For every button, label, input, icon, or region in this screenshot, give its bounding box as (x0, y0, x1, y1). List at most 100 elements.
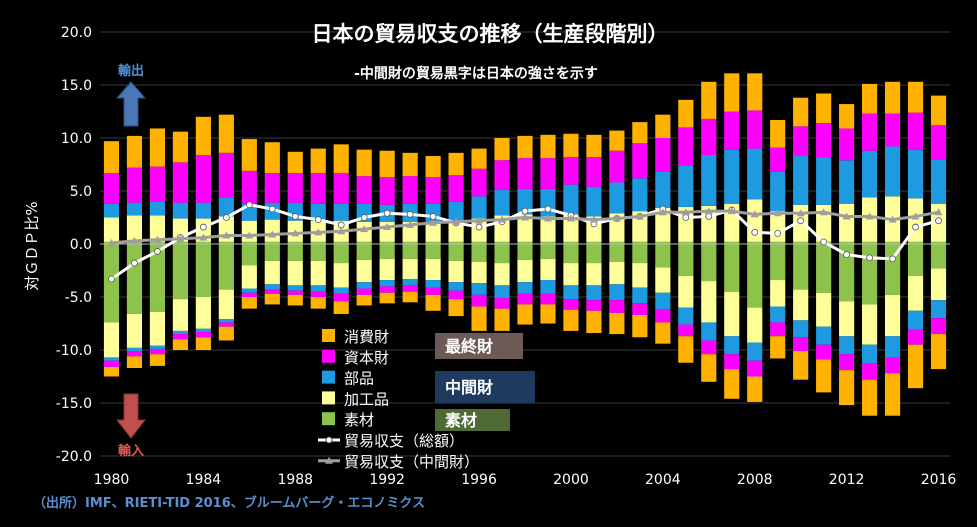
bar-import-加工品-2011 (816, 292, 832, 327)
bar-import-消費財-2000 (563, 309, 579, 331)
bar-import-部品-1996 (471, 283, 487, 295)
bar-import-素材-2003 (632, 244, 648, 264)
bar-import-加工品-1989 (310, 260, 326, 286)
x-tick-label: 2004 (645, 472, 681, 488)
bar-export-資本財-2016 (930, 125, 947, 160)
bar-import-加工品-1988 (287, 260, 303, 286)
chart-title: 日本の貿易収支の推移（生産段階別） (312, 22, 669, 46)
bar-export-素材-1993 (402, 241, 418, 244)
point-貿易収支（総額）-1980 (108, 275, 115, 283)
bar-export-資本財-1995 (448, 175, 464, 202)
y-tick-label: -20.0 (56, 449, 92, 465)
bar-export-消費財-1990 (333, 144, 349, 173)
bar-import-素材-1991 (356, 244, 372, 260)
bar-import-素材-1999 (540, 244, 556, 259)
bar-import-資本財-1988 (287, 290, 303, 295)
bar-import-素材-2005 (678, 244, 694, 276)
bar-import-素材-1998 (517, 244, 533, 260)
bar-export-消費財-1996 (471, 148, 487, 169)
bar-import-素材-1982 (149, 244, 166, 312)
bar-export-資本財-1999 (540, 158, 556, 189)
bar-import-部品-2014 (884, 336, 901, 358)
bar-import-加工品-2006 (701, 281, 717, 323)
bar-export-部品-1995 (448, 201, 464, 221)
bar-export-消費財-2014 (884, 81, 901, 114)
bar-import-加工品-1997 (494, 263, 510, 286)
bar-export-資本財-1980 (103, 172, 120, 204)
bar-export-素材-2004 (655, 241, 671, 244)
bar-export-資本財-1993 (402, 176, 418, 204)
legend-swatch (322, 329, 335, 342)
bar-export-素材-2008 (747, 241, 763, 244)
bar-export-消費財-2008 (747, 73, 763, 111)
bar-export-素材-2015 (907, 241, 924, 244)
bar-import-素材-1994 (425, 244, 441, 259)
bar-import-素材-2009 (770, 244, 786, 281)
bar-export-加工品-1998 (517, 214, 533, 242)
bar-import-部品-1990 (333, 287, 349, 294)
point-貿易収支（中間財）-2007 (727, 207, 736, 215)
y-tick-label: 20.0 (61, 25, 92, 41)
bar-export-資本財-1994 (425, 177, 441, 204)
bar-import-加工品-1985 (218, 289, 234, 320)
bar-export-部品-1983 (172, 202, 188, 219)
bar-export-素材-2014 (884, 241, 901, 244)
bar-import-資本財-1992 (379, 286, 395, 293)
bar-import-加工品-1991 (356, 259, 372, 283)
bar-import-加工品-1986 (241, 265, 257, 289)
bar-import-消費財-1991 (356, 294, 372, 306)
bar-export-消費財-2016 (930, 95, 947, 126)
bar-export-部品-2006 (701, 154, 717, 206)
bar-import-加工品-2001 (586, 263, 602, 286)
legend-label: 消費財 (344, 328, 389, 346)
bar-import-素材-2010 (793, 244, 809, 290)
bar-export-資本財-1988 (287, 172, 303, 203)
point-貿易収支（総額）-1981 (131, 259, 138, 267)
bar-export-加工品-1980 (103, 217, 120, 242)
bar-export-資本財-1982 (149, 166, 166, 202)
bar-import-資本財-2011 (816, 344, 832, 360)
point-貿易収支（中間財）-2013 (865, 212, 874, 220)
bar-import-素材-2004 (655, 244, 671, 268)
point-貿易収支（総額）-1982 (154, 248, 161, 255)
group-label-text: 最終財 (445, 337, 493, 356)
bar-import-消費財-2010 (793, 351, 809, 380)
point-貿易収支（総額）-1985 (222, 214, 230, 221)
bar-import-資本財-2015 (907, 329, 924, 345)
bar-import-資本財-2001 (586, 300, 602, 311)
bar-import-部品-1981 (126, 347, 143, 352)
bar-export-部品-1982 (149, 201, 166, 216)
bar-export-素材-1999 (540, 241, 556, 244)
lines (107, 201, 943, 283)
bar-import-資本財-1980 (103, 360, 120, 367)
bar-import-部品-2013 (862, 344, 878, 364)
point-貿易収支（中間財）-2012 (842, 212, 851, 220)
point-貿易収支（総額）-2011 (820, 238, 828, 246)
bar-export-消費財-1982 (149, 128, 166, 167)
bar-export-部品-2011 (816, 157, 832, 205)
bar-import-加工品-2002 (609, 262, 625, 285)
bar-export-加工品-1986 (241, 220, 257, 242)
bar-export-部品-2001 (586, 186, 602, 217)
bar-import-消費財-1999 (540, 304, 556, 324)
bar-import-素材-2007 (724, 244, 740, 292)
source-note: （出所）IMF、RIETI-TID 2016、ブルームバーグ・エコノミクス (33, 495, 425, 511)
bar-export-部品-2008 (747, 148, 763, 200)
bar-import-素材-1988 (287, 244, 303, 261)
point-貿易収支（中間財）-1994 (429, 218, 438, 226)
legend-label: 素材 (344, 411, 374, 429)
bar-import-消費財-1990 (333, 301, 349, 314)
bar-import-消費財-1995 (448, 299, 464, 317)
bar-import-素材-2000 (563, 244, 579, 264)
bar-import-加工品-1999 (540, 258, 556, 281)
bar-import-素材-1987 (264, 244, 280, 261)
bar-import-消費財-2006 (701, 354, 717, 382)
legend-marker (325, 456, 333, 464)
bar-export-素材-2001 (586, 241, 602, 244)
bar-export-消費財-1995 (448, 152, 464, 176)
group-label-box (435, 333, 523, 359)
bar-export-資本財-1987 (264, 172, 280, 203)
point-貿易収支（総額）-1996 (475, 223, 483, 231)
bar-export-資本財-1998 (517, 158, 533, 189)
